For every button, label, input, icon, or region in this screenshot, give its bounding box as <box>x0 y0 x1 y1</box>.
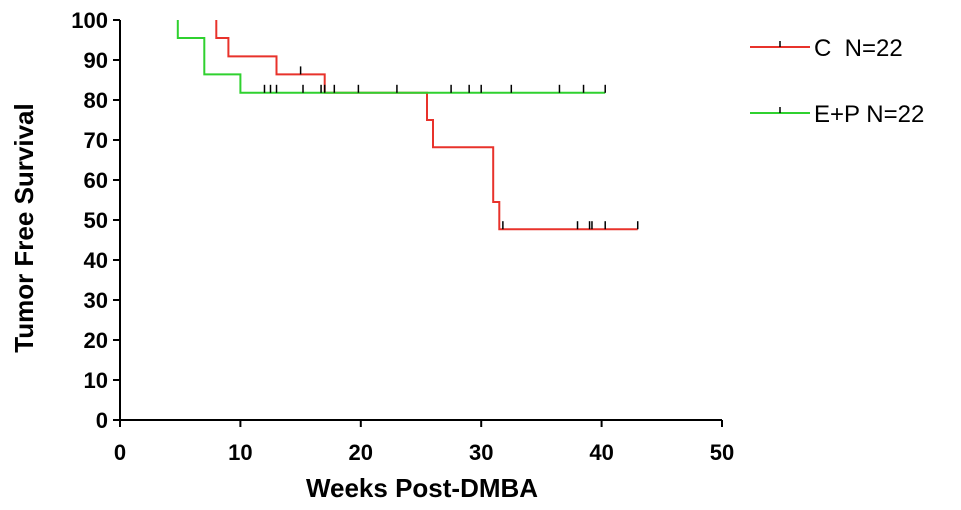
axes: 0 10 20 30 40 50 0 10 20 30 40 50 60 70 80 90 100 <box>71 8 734 465</box>
series-layer <box>176 20 639 231</box>
x-tick-label: 50 <box>710 440 734 465</box>
y-axis-title: Tumor Free Survival <box>9 103 39 353</box>
x-axis-title: Weeks Post-DMBA <box>306 473 538 503</box>
x-tick-label: 20 <box>349 440 373 465</box>
x-tick-label: 40 <box>589 440 613 465</box>
series-1 <box>176 20 606 94</box>
survival-curve <box>176 20 606 94</box>
legend-label-ep: E+P N=22 <box>814 101 924 128</box>
y-tick-label: 20 <box>84 328 108 353</box>
y-tick-label: 90 <box>84 48 108 73</box>
y-tick-label: 0 <box>96 408 108 433</box>
y-tick-label: 50 <box>84 208 108 233</box>
y-tick-label: 100 <box>71 8 108 33</box>
survival-curve <box>215 20 638 231</box>
x-tick-label: 0 <box>114 440 126 465</box>
series-0 <box>215 20 639 231</box>
x-tick-label: 30 <box>469 440 493 465</box>
y-tick-label: 10 <box>84 368 108 393</box>
x-tick-label: 10 <box>228 440 252 465</box>
y-tick-label: 60 <box>84 168 108 193</box>
legend: C N=22 E+P N=22 <box>750 35 924 128</box>
y-tick-label: 70 <box>84 128 108 153</box>
y-tick-label: 80 <box>84 88 108 113</box>
y-tick-label: 40 <box>84 248 108 273</box>
y-tick-label: 30 <box>84 288 108 313</box>
legend-label-c: C N=22 <box>814 35 903 62</box>
